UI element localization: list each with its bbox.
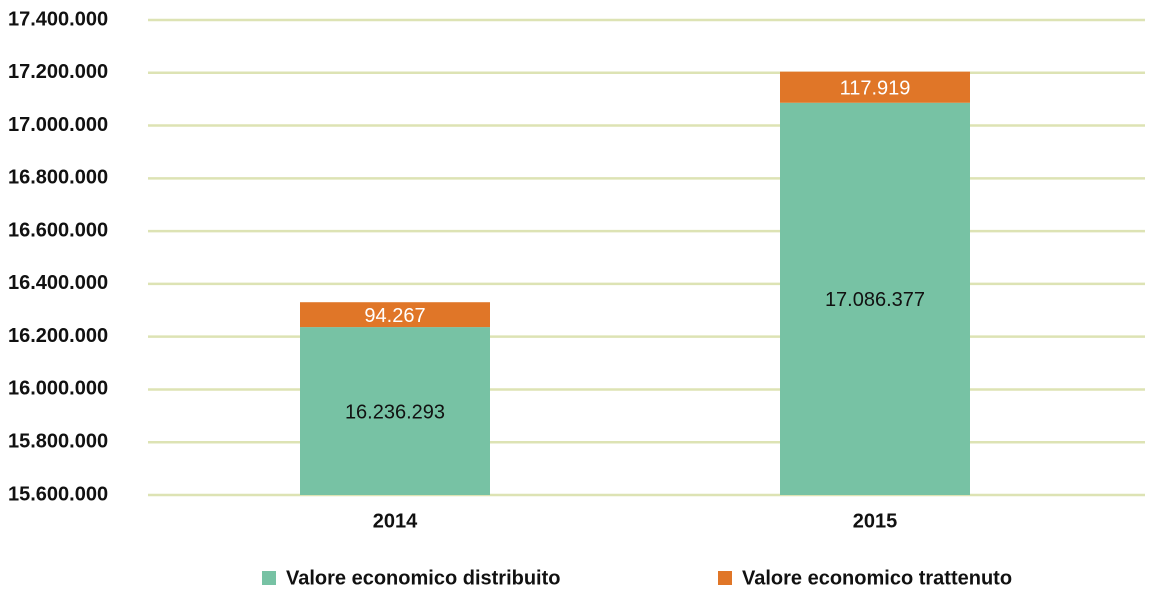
y-tick-label: 17.400.000 xyxy=(8,8,108,30)
y-tick-label: 15.800.000 xyxy=(8,431,108,453)
bar-segment xyxy=(780,71,970,103)
legend-swatch xyxy=(718,571,732,585)
y-tick-label: 16.400.000 xyxy=(8,272,108,294)
y-tick-label: 17.200.000 xyxy=(8,61,108,83)
legend-label: Valore economico trattenuto xyxy=(742,567,1012,589)
value-label: 17.086.377 xyxy=(825,289,925,311)
legend-label: Valore economico distribuito xyxy=(286,567,561,589)
legend-swatch xyxy=(262,571,276,585)
bar-segment xyxy=(780,102,970,495)
x-tick-label: 2014 xyxy=(373,510,418,532)
y-tick-label: 16.000.000 xyxy=(8,378,108,400)
y-tick-label: 16.800.000 xyxy=(8,167,108,189)
y-tick-label: 15.600.000 xyxy=(8,483,108,505)
y-tick-label: 16.200.000 xyxy=(8,325,108,347)
bar-segment xyxy=(300,327,490,495)
x-tick-label: 2015 xyxy=(853,510,898,532)
value-label: 16.236.293 xyxy=(345,401,445,423)
y-tick-label: 16.600.000 xyxy=(8,219,108,241)
value-label: 94.267 xyxy=(364,305,425,327)
y-tick-label: 17.000.000 xyxy=(8,114,108,136)
value-label: 117.919 xyxy=(840,77,911,99)
bar-segment xyxy=(300,302,490,328)
